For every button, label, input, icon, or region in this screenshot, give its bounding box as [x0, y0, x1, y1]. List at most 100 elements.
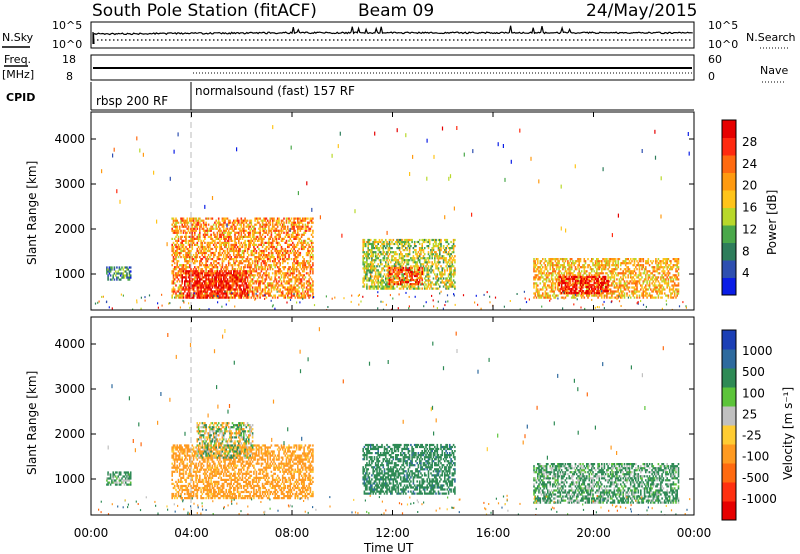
- data-cell: [270, 229, 273, 232]
- data-cell: [308, 280, 310, 283]
- data-cell: [195, 258, 197, 261]
- data-cell: [197, 280, 200, 283]
- data-cell: [281, 286, 284, 289]
- data-cell: [591, 274, 593, 277]
- data-cell: [627, 270, 629, 273]
- data-cell: [420, 274, 422, 278]
- data-cell: [249, 282, 251, 285]
- data-cell: [251, 294, 254, 297]
- data-cell: [273, 260, 275, 263]
- data-cell: [427, 275, 430, 278]
- data-cell: [273, 262, 275, 265]
- data-cell: [539, 294, 542, 297]
- data-cell: [395, 275, 397, 278]
- data-cell: [400, 265, 402, 268]
- data-cell: [259, 292, 261, 295]
- data-cell: [173, 229, 176, 232]
- data-cell: [221, 260, 224, 263]
- data-cell: [408, 266, 411, 269]
- data-cell: [185, 231, 187, 234]
- data-cell: [187, 296, 190, 299]
- data-cell: [396, 261, 398, 264]
- data-cell: [390, 287, 392, 290]
- data-cell: [309, 256, 312, 259]
- data-cell: [274, 223, 276, 226]
- data-cell: [248, 290, 250, 293]
- data-cell: [623, 272, 626, 275]
- data-cell: [209, 280, 211, 283]
- data-cell: [235, 294, 238, 297]
- data-cell: [629, 262, 632, 265]
- data-cell: [538, 290, 540, 293]
- data-cell: [219, 245, 221, 249]
- data-cell: [631, 282, 633, 285]
- data-cell: [263, 243, 265, 246]
- data-cell: [555, 266, 558, 269]
- data-cell: [240, 274, 243, 277]
- data-cell: [555, 278, 558, 281]
- data-cell: [284, 249, 287, 253]
- data-cell: [596, 272, 598, 275]
- data-cell: [431, 253, 433, 256]
- data-cell: [240, 278, 243, 281]
- data-cell: [398, 257, 401, 260]
- data-cell: [378, 273, 381, 276]
- data-cell: [249, 258, 251, 261]
- data-cell: [449, 283, 451, 286]
- data-cell: [544, 290, 547, 293]
- data-cell: [578, 268, 580, 271]
- data-cell: [184, 235, 186, 238]
- data-cell: [172, 288, 175, 291]
- data-cell: [216, 245, 219, 249]
- data-cell: [617, 296, 619, 299]
- data-cell: [279, 229, 281, 232]
- data-cell: [577, 276, 579, 279]
- data-cell: [292, 266, 294, 269]
- data-cell: [245, 286, 248, 289]
- data-cell: [191, 243, 194, 246]
- data-cell: [285, 217, 288, 220]
- data-cell: [215, 219, 217, 222]
- data-cell: [416, 267, 418, 270]
- data-cell: [454, 281, 456, 284]
- data-cell: [387, 271, 390, 274]
- data-cell: [186, 231, 189, 234]
- data-cell: [597, 266, 599, 269]
- data-cell: [182, 276, 185, 279]
- data-cell: [371, 283, 373, 286]
- data-cell: [312, 254, 314, 257]
- data-cell: [260, 225, 263, 228]
- data-cell: [233, 274, 235, 277]
- data-cell: [367, 265, 369, 268]
- data-cell: [287, 249, 289, 253]
- data-cell: [440, 281, 442, 284]
- data-cell: [401, 242, 403, 246]
- data-cell: [379, 281, 382, 284]
- data-cell: [400, 287, 402, 290]
- data-cell: [592, 262, 594, 265]
- data-cell: [212, 290, 215, 293]
- data-cell: [280, 245, 283, 249]
- data-cell: [274, 296, 276, 299]
- data-cell: [421, 287, 423, 290]
- data-cell: [422, 265, 425, 268]
- data-cell: [219, 249, 221, 253]
- data-cell: [308, 294, 310, 297]
- data-cell: [191, 237, 194, 240]
- data-cell: [295, 237, 298, 240]
- data-cell: [401, 253, 403, 256]
- data-cell: [197, 290, 200, 293]
- data-cell: [284, 225, 287, 228]
- data-cell: [534, 282, 537, 285]
- data-cell: [426, 240, 428, 244]
- data-cell: [437, 238, 440, 242]
- data-cell: [287, 294, 289, 297]
- data-cell: [367, 257, 369, 260]
- data-cell: [221, 231, 224, 234]
- data-cell: [220, 288, 222, 291]
- data-cell: [199, 296, 201, 299]
- data-cell: [236, 251, 239, 255]
- data-cell: [260, 276, 263, 279]
- data-cell: [309, 229, 312, 232]
- data-cell: [601, 270, 603, 273]
